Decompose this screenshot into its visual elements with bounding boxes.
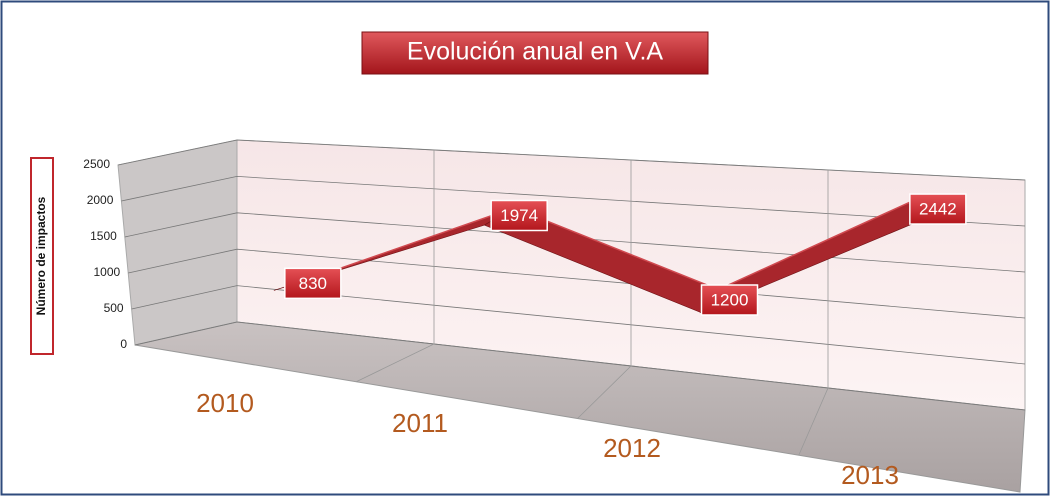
plot-area: 0 500 1000 1500 2000 2500 2010 2011 2012 2013 830 1… (83, 139, 1026, 493)
grid-line (124, 212, 1026, 273)
y-tick-label: 2000 (87, 193, 114, 207)
y-tick-label: 0 (120, 337, 127, 351)
data-label: 1974 (500, 206, 538, 225)
data-label-box (700, 284, 759, 316)
grid-line (117, 139, 1026, 181)
grid-line (128, 248, 1026, 319)
grid-line (134, 321, 1026, 411)
x-tick-label: 2012 (603, 433, 661, 463)
chart-title: Evolución anual en V.A (407, 38, 664, 66)
side-wall (117, 139, 238, 346)
y-axis-label: Número de impactos (34, 196, 48, 315)
category-divider (577, 160, 632, 419)
y-tick-label: 1000 (93, 265, 120, 279)
line (311, 196, 923, 291)
title-box (361, 31, 709, 75)
x-tick-label: 2013 (841, 460, 899, 490)
x-tick-label: 2011 (392, 408, 448, 438)
data-label: 1200 (711, 290, 749, 309)
y-tick-label: 2500 (83, 157, 110, 171)
grid-line (121, 175, 1026, 227)
x-tick-label: 2010 (196, 388, 254, 418)
y-tick-label: 500 (104, 301, 124, 315)
y-tick-label: 1500 (90, 229, 117, 243)
grid-line (131, 285, 1026, 365)
category-divider (356, 150, 435, 383)
data-label-box (284, 267, 342, 300)
data-label: 830 (299, 274, 327, 293)
y-label-box (30, 157, 54, 355)
data-label-box (490, 199, 548, 232)
data-label-box (909, 193, 967, 225)
data-label: 2442 (919, 200, 957, 219)
